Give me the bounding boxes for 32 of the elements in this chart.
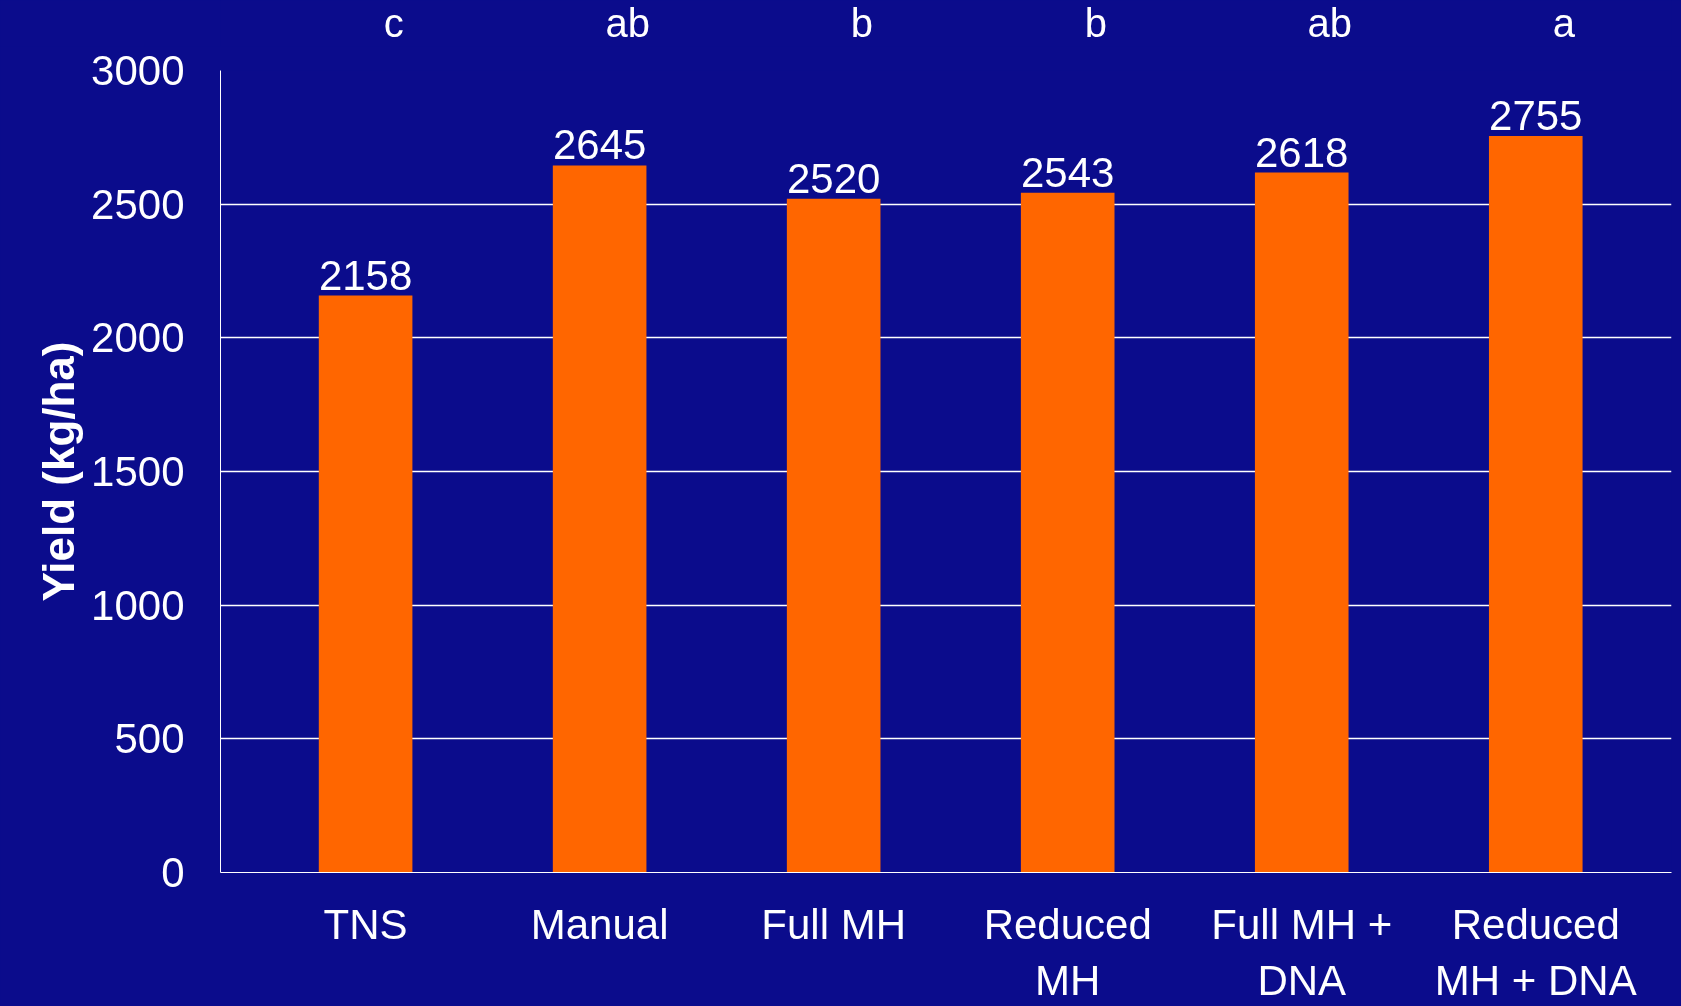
x-tick-label: Manual (530, 900, 669, 948)
x-tick-label: Reduced MH + DNA (1434, 900, 1637, 1004)
y-tick-label: 1000 (91, 581, 185, 629)
y-tick-label: 500 (114, 715, 185, 763)
data-label: 2755 (1489, 92, 1583, 139)
data-label: 2618 (1255, 128, 1349, 176)
x-tick-label: Full MH + DNA (1211, 900, 1393, 1004)
text: a (1552, 0, 1576, 45)
y-tick-label: 1500 (91, 448, 185, 495)
y-tick-label: 0 (161, 849, 185, 896)
bar (552, 165, 647, 873)
text: b (1084, 0, 1107, 45)
text: b (850, 0, 873, 45)
bar (318, 295, 413, 873)
data-label: 2158 (318, 251, 413, 299)
y-axis-title: Yield (kg/ha) (34, 341, 84, 602)
text: c (383, 0, 404, 45)
bar (1254, 172, 1349, 873)
bar (786, 198, 881, 873)
text: ab (1307, 0, 1353, 45)
bar (1020, 192, 1115, 873)
x-tick-label: TNS (323, 900, 408, 948)
x-tick-label: Full MH (761, 900, 907, 948)
y-tick-label: 2500 (91, 180, 185, 228)
y-tick-label: 3000 (91, 47, 185, 94)
data-label: 2543 (1020, 148, 1115, 196)
x-tick-label: Reduced MH (983, 900, 1152, 1004)
y-tick-label: 2000 (91, 314, 185, 362)
data-label: 2520 (786, 154, 881, 202)
data-label: 2645 (552, 121, 647, 169)
bar (1488, 136, 1583, 873)
text: ab (605, 0, 650, 45)
